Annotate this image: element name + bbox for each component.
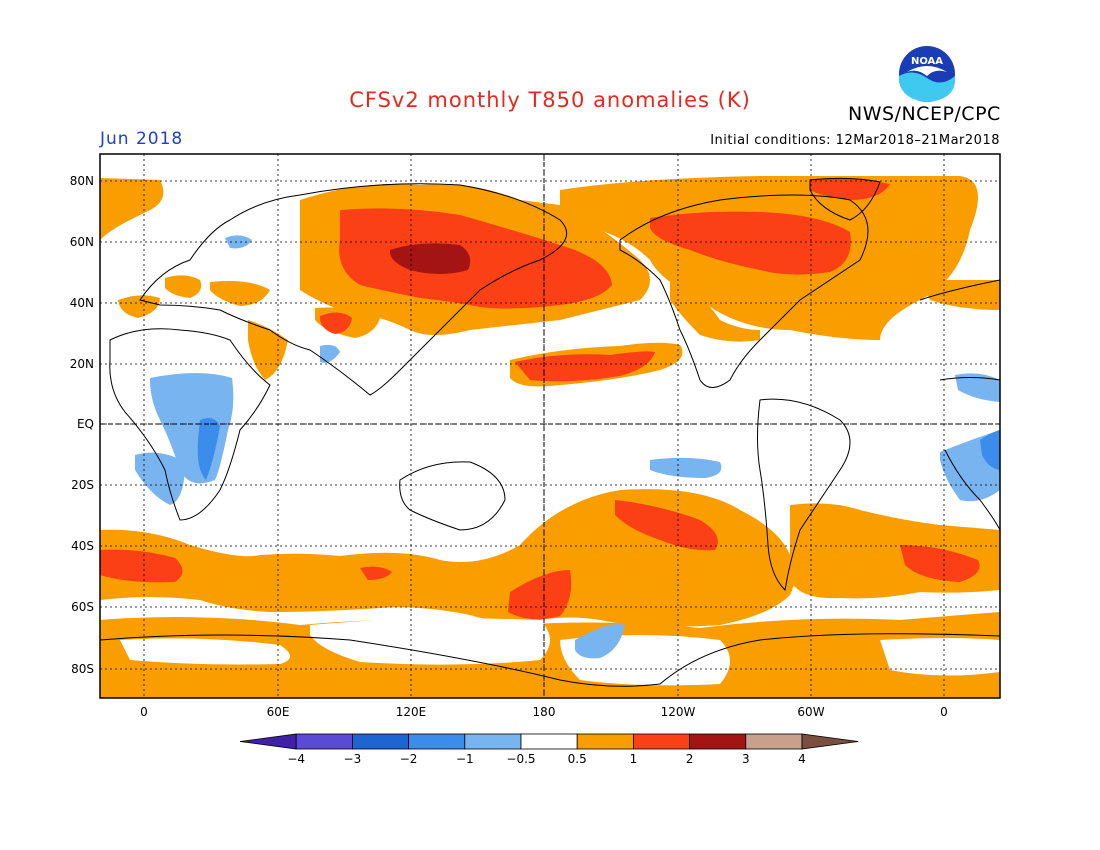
lat-label: 80N (70, 174, 94, 188)
map-title: CFSv2 monthly T850 anomalies (K) (349, 88, 751, 112)
warm-anomaly-2-3 (390, 243, 471, 274)
map-frame (99, 153, 1001, 699)
lat-label: 40S (71, 539, 94, 553)
lon-label: 0 (940, 705, 948, 719)
colorbar-tick-label: −4 (287, 752, 305, 766)
lat-lon-grid (100, 154, 1000, 698)
colorbar-segment (295, 733, 353, 750)
colorbar-segment (351, 733, 409, 750)
lon-label: 120E (396, 705, 427, 719)
colorbar-labels: −4 −3 −2 −1 −0.5 0.5 1 2 3 4 (287, 752, 805, 766)
month-label: Jun 2018 (100, 129, 184, 149)
initial-conditions-label: Initial conditions: 12Mar2018–21Mar2018 (710, 133, 1000, 148)
colorbar (239, 733, 859, 750)
lat-label: 80S (71, 662, 94, 676)
colorbar-segment (801, 733, 859, 750)
lat-label: 20N (70, 357, 94, 371)
colorbar-tick-label: 1 (630, 752, 638, 766)
lat-label: 20S (71, 478, 94, 492)
colorbar-tick-label: 3 (742, 752, 750, 766)
colorbar-segment (239, 733, 297, 750)
colorbar-tick-label: −0.5 (506, 752, 535, 766)
coastlines (100, 177, 1000, 687)
cold-anomaly-minus-1 (197, 418, 1000, 480)
lat-label: EQ (77, 417, 94, 431)
colorbar-segment (745, 733, 803, 750)
longitude-labels: 0 60E 120E 180 120W 60W 0 (140, 705, 948, 719)
colorbar-segment (633, 733, 691, 750)
lat-label: 40N (70, 296, 94, 310)
lon-label: 120W (661, 705, 696, 719)
colorbar-segment (689, 733, 747, 750)
colorbar-segment (408, 733, 466, 750)
lon-label: 0 (140, 705, 148, 719)
lon-label: 60E (267, 705, 290, 719)
colorbar-tick-label: 2 (686, 752, 694, 766)
org-label: NWS/NCEP/CPC (848, 103, 1001, 125)
lon-label: 60W (797, 705, 824, 719)
colorbar-segment (464, 733, 522, 750)
neutral-regions (120, 618, 1000, 686)
lon-label: 180 (533, 705, 556, 719)
lat-label: 60N (70, 235, 94, 249)
colorbar-tick-label: 0.5 (568, 752, 587, 766)
noaa-logo-text: NOAA (911, 56, 943, 67)
colorbar-tick-label: −1 (456, 752, 474, 766)
colorbar-segment (520, 733, 578, 750)
colorbar-tick-label: −3 (344, 752, 362, 766)
anomaly-fields (100, 176, 1000, 698)
lat-label: 60S (71, 600, 94, 614)
latitude-labels: 80N 60N 40N 20N EQ 20S 40S 60S 80S (70, 174, 94, 676)
colorbar-segment (576, 733, 634, 750)
noaa-logo: NOAA (897, 44, 957, 104)
colorbar-tick-label: 4 (798, 752, 806, 766)
colorbar-tick-label: −2 (400, 752, 418, 766)
